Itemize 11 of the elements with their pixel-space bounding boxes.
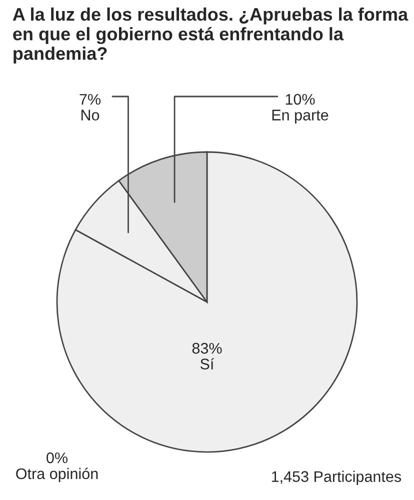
text: 1,453 Participantes xyxy=(272,470,402,485)
pie-slice xyxy=(56,151,358,453)
slice-label: Sí xyxy=(200,358,214,370)
chart-title: A la luz de los resultados. ¿Apruebas la forma en que el gobierno está enfrentando la pandemia? xyxy=(12,8,408,64)
data-label: 10% xyxy=(286,94,315,105)
category-label: Otra opinión xyxy=(16,468,98,482)
slice-label: En parte xyxy=(272,110,328,124)
data-label: 83% xyxy=(192,342,222,354)
text: 0% xyxy=(46,452,68,464)
data-label: 7% xyxy=(80,94,100,105)
slice-label: No xyxy=(81,110,100,120)
